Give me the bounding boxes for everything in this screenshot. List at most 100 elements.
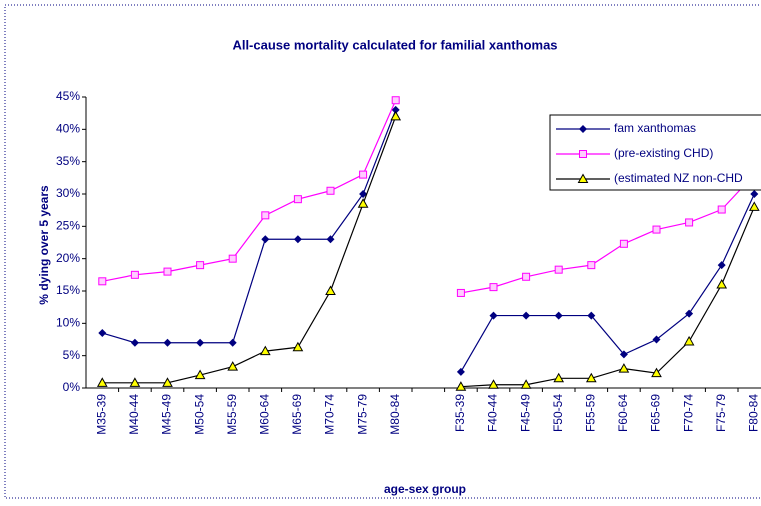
marker (520, 379, 532, 389)
x-tick-label: M40-44 (127, 394, 141, 435)
chart-title: All-cause mortality calculated for famil… (232, 37, 557, 52)
marker (522, 311, 531, 320)
x-tick-label: M70-74 (323, 394, 337, 435)
marker (325, 285, 336, 295)
x-tick-label: F50-54 (551, 394, 565, 432)
marker (522, 272, 531, 281)
x-tick-label: M45-49 (160, 394, 174, 435)
marker (293, 195, 302, 204)
marker (587, 311, 596, 320)
marker (553, 372, 565, 383)
marker (651, 367, 662, 378)
marker (98, 329, 107, 338)
x-tick-label: F75-79 (714, 394, 728, 432)
marker (391, 96, 400, 105)
marker (579, 150, 587, 158)
x-tick-label: M65-69 (290, 394, 304, 435)
marker (194, 369, 206, 380)
marker (577, 173, 589, 183)
x-tick-label: M80-84 (388, 394, 402, 435)
x-tick-label: F65-69 (649, 394, 663, 432)
marker (585, 372, 597, 383)
marker (130, 338, 139, 347)
x-tick-label: M60-64 (257, 394, 271, 435)
marker (96, 377, 108, 387)
marker (261, 211, 270, 220)
marker (391, 105, 400, 114)
series-line (102, 109, 755, 373)
marker (489, 283, 498, 292)
marker (554, 311, 563, 320)
x-tick-label: F55-59 (583, 394, 597, 432)
marker (750, 190, 759, 198)
marker (326, 186, 335, 195)
marker (652, 225, 661, 234)
marker (619, 239, 628, 248)
x-tick-label: M75-79 (355, 394, 369, 435)
x-tick-label: F35-39 (453, 394, 467, 432)
marker (359, 190, 368, 198)
marker (196, 338, 205, 347)
marker (685, 309, 694, 318)
y-tick-label: 5% (63, 348, 81, 362)
marker (259, 345, 271, 356)
marker (326, 235, 335, 244)
legend-label: (pre-existing CHD) (614, 146, 713, 160)
series-line (102, 116, 755, 388)
marker (292, 341, 304, 352)
marker (162, 377, 173, 387)
marker (228, 338, 237, 347)
legend-label: fam xanthomas (614, 121, 696, 135)
y-tick-label: 25% (56, 219, 80, 233)
marker (359, 170, 368, 179)
marker (293, 235, 302, 244)
y-axis-label: % dying over 5 years (37, 185, 51, 305)
marker (390, 110, 402, 121)
marker (618, 363, 630, 373)
x-axis-label: age-sex group (384, 482, 466, 496)
marker (261, 235, 270, 244)
marker (619, 350, 628, 359)
y-tick-label: 40% (56, 122, 80, 136)
marker (685, 218, 694, 227)
marker (456, 288, 465, 297)
x-tick-label: F40-44 (486, 394, 500, 432)
marker (748, 201, 760, 211)
x-tick-label: F60-64 (616, 394, 630, 432)
marker (489, 311, 498, 320)
marker (228, 254, 237, 263)
marker (652, 335, 661, 344)
marker (717, 205, 726, 214)
marker (163, 267, 172, 276)
marker (129, 377, 141, 387)
marker (357, 198, 369, 208)
marker (716, 279, 728, 289)
y-tick-label: 35% (56, 154, 80, 168)
x-tick-label: F70-74 (681, 394, 695, 432)
y-tick-label: 20% (56, 251, 80, 265)
marker (488, 379, 499, 389)
x-tick-label: M55-59 (225, 394, 239, 435)
y-tick-label: 45% (56, 89, 80, 103)
y-tick-label: 10% (56, 316, 80, 330)
marker (227, 361, 239, 371)
marker (130, 270, 139, 279)
marker (163, 338, 172, 347)
marker (587, 261, 596, 270)
series-line (102, 99, 755, 294)
y-tick-label: 30% (56, 186, 80, 200)
chart-border (4, 4, 761, 499)
marker (98, 277, 107, 286)
marker (717, 261, 726, 270)
marker (456, 367, 465, 376)
y-tick-label: 15% (56, 283, 80, 297)
marker (455, 381, 467, 391)
legend-label: (estimated NZ non-CHD (614, 171, 743, 185)
legend: fam xanthomas (pre-existing CHD) (estimate… (549, 114, 761, 191)
y-tick-label: 0% (63, 380, 81, 394)
marker (554, 265, 563, 274)
x-tick-label: M50-54 (192, 394, 206, 435)
x-tick-label: F80-84 (746, 394, 760, 432)
marker (683, 335, 695, 346)
